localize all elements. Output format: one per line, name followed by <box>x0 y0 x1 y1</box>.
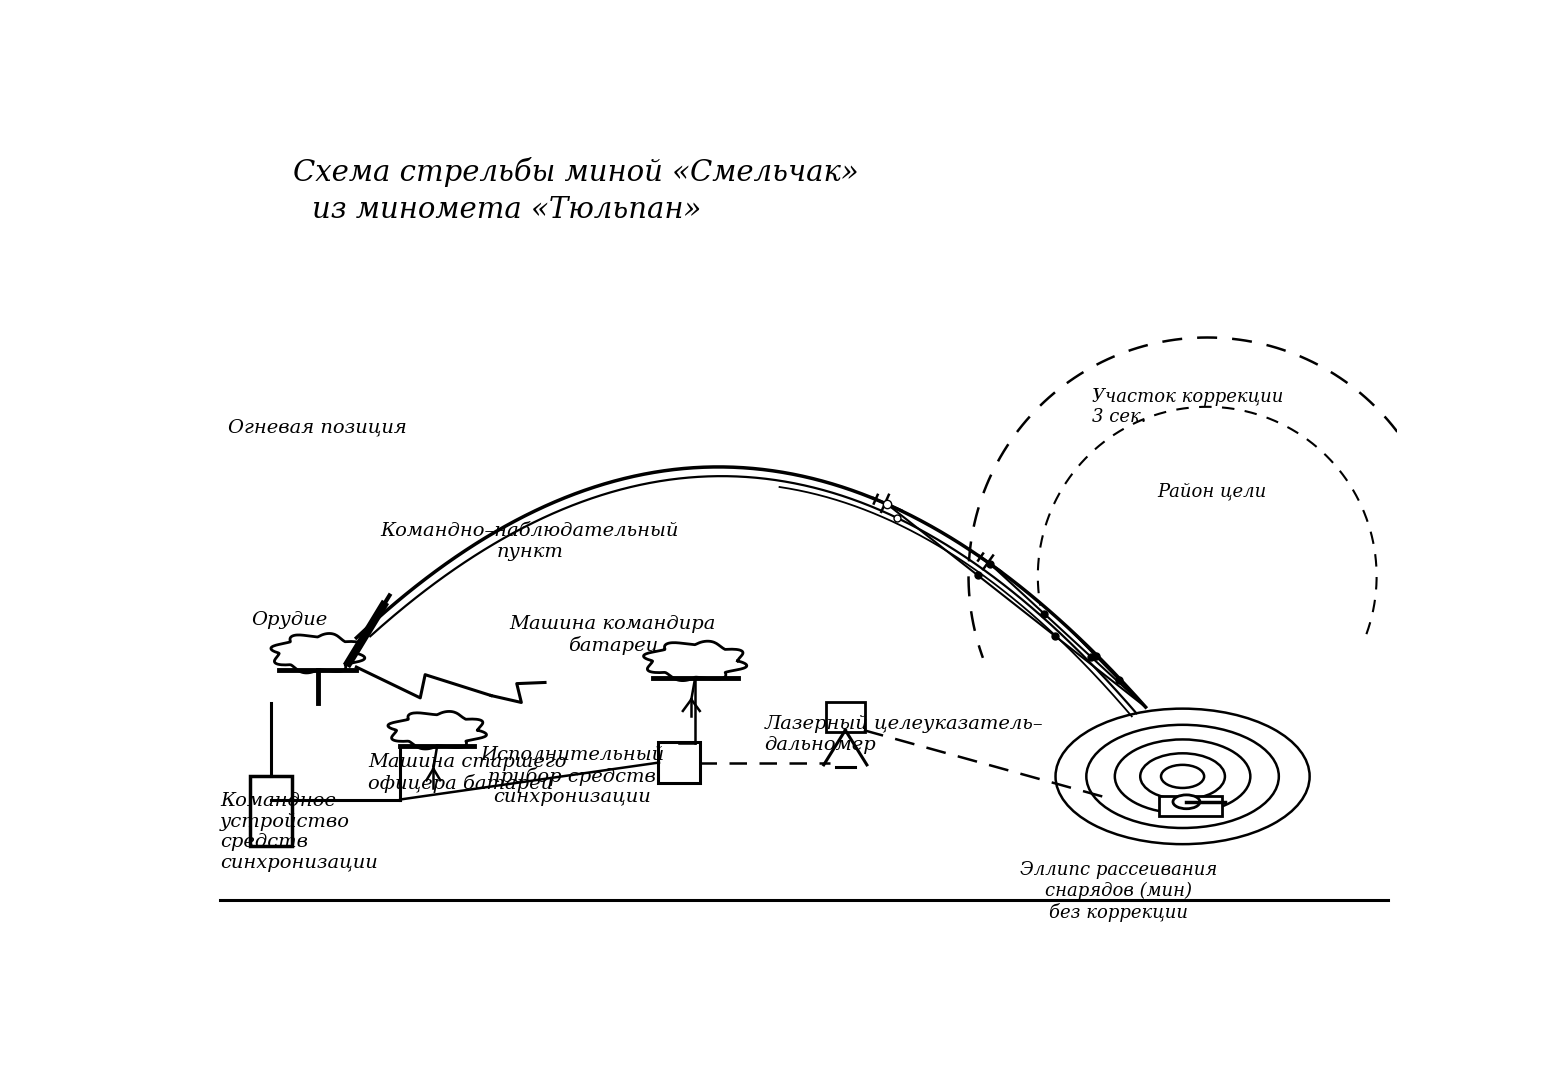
Text: Район цели: Район цели <box>1157 483 1266 500</box>
FancyBboxPatch shape <box>1158 796 1222 815</box>
Polygon shape <box>388 712 486 748</box>
Text: Орудие: Орудие <box>251 611 327 629</box>
Text: Машина старшего
офицера батареи: Машина старшего офицера батареи <box>367 754 567 794</box>
Text: Схема стрельбы миной «Смельчак»: Схема стрельбы миной «Смельчак» <box>293 157 859 187</box>
Polygon shape <box>271 634 364 673</box>
Text: Исполнительный
прибор средств
синхронизации: Исполнительный прибор средств синхрониза… <box>480 745 663 807</box>
Text: Командно–наблюдательный
пункт: Командно–наблюдательный пункт <box>380 523 679 562</box>
Text: Командное
устройство
средств
синхронизации: Командное устройство средств синхронизац… <box>220 792 378 873</box>
Text: Огневая позиция: Огневая позиция <box>227 418 406 436</box>
Text: Машина командира
батареи: Машина командира батареи <box>509 615 716 654</box>
Text: Эллипс рассеивания
снарядов (мин)
без коррекции: Эллипс рассеивания снарядов (мин) без ко… <box>1020 861 1218 922</box>
Text: Лазерный целеуказатель–
дальномер: Лазерный целеуказатель– дальномер <box>764 715 1043 754</box>
Polygon shape <box>643 642 747 680</box>
Text: из миномета «Тюльпан»: из миномета «Тюльпан» <box>311 197 701 225</box>
Ellipse shape <box>1172 795 1200 809</box>
Text: Участок коррекции
3 сек.: Участок коррекции 3 сек. <box>1091 388 1283 427</box>
